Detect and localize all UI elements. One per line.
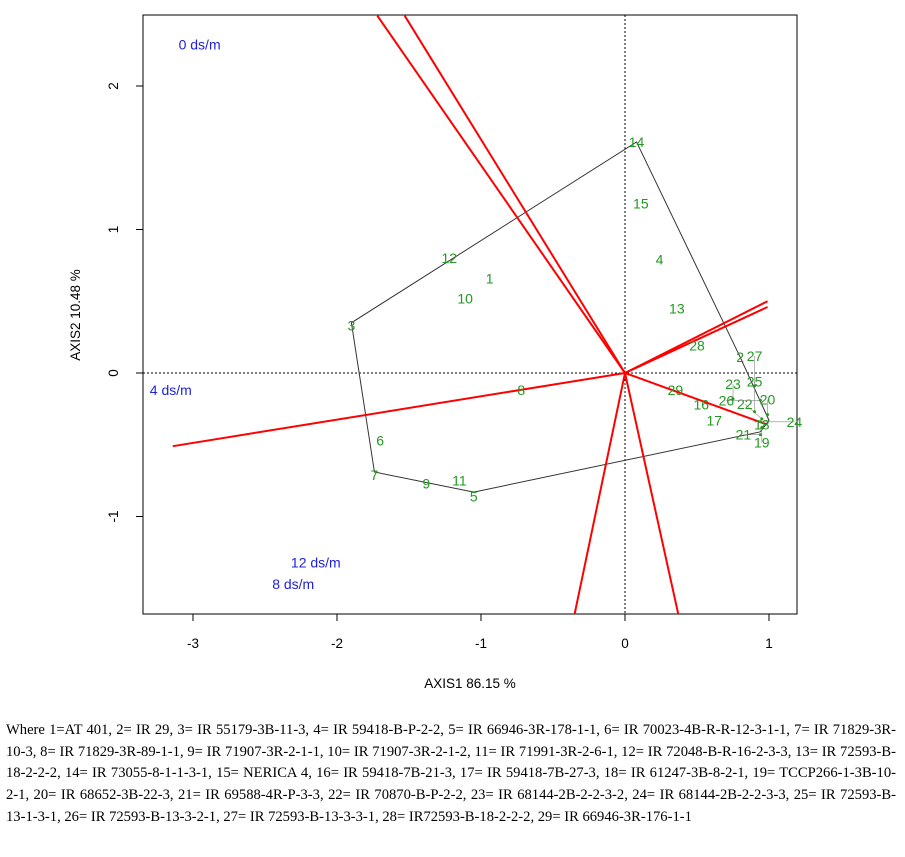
x-tick-label: 1 xyxy=(765,636,773,651)
environment-vector-0 xyxy=(376,15,626,374)
genotype-label: 4 xyxy=(656,252,664,268)
genotype-point xyxy=(760,426,764,430)
genotype-label: 12 xyxy=(442,250,458,266)
y-tick-label: 1 xyxy=(106,226,121,234)
genotype-point xyxy=(753,410,757,414)
environment-vector-7 xyxy=(624,372,680,614)
figure-caption: Where 1=AT 401, 2= IR 29, 3= IR 55179-3B… xyxy=(6,722,896,825)
genotype-label: 22 xyxy=(737,396,753,412)
environment-vector-5 xyxy=(624,372,768,426)
x-tick-label: -3 xyxy=(187,636,199,651)
genotype-label: 29 xyxy=(668,382,684,398)
genotype-label: 6 xyxy=(376,432,384,448)
genotype-label: 5 xyxy=(470,488,478,504)
x-axis-label: AXIS1 86.15 % xyxy=(424,676,516,691)
genotype-point xyxy=(758,433,762,437)
environment-label: 0 ds/m xyxy=(179,36,221,52)
genotype-label: 28 xyxy=(689,338,705,354)
genotype-label: 14 xyxy=(629,134,645,150)
y-axis-label: AXIS2 10.48 % xyxy=(68,269,83,361)
genotype-label: 17 xyxy=(706,412,722,428)
environment-vector-1 xyxy=(403,15,626,374)
genotype-label: 10 xyxy=(457,290,473,306)
genotype-label: 18 xyxy=(754,417,770,433)
environment-label: 4 ds/m xyxy=(150,382,192,398)
genotype-point xyxy=(758,398,762,402)
genotype-label: 27 xyxy=(747,348,763,364)
genotype-label: 20 xyxy=(760,392,776,408)
x-tick-label: -1 xyxy=(475,636,487,651)
genotype-label: 1 xyxy=(486,270,494,286)
gge-biplot: 0 ds/m4 ds/m8 ds/m12 ds/m123456789101112… xyxy=(68,14,803,691)
genotype-label: 3 xyxy=(348,318,356,334)
environment-label: 12 ds/m xyxy=(291,555,341,571)
genotype-label: 16 xyxy=(694,397,710,413)
genotype-label: 2 xyxy=(736,349,744,365)
genotype-label: 11 xyxy=(452,473,467,489)
genotype-label: 8 xyxy=(517,382,525,398)
y-tick-label: 0 xyxy=(106,369,121,377)
genotype-label: 15 xyxy=(633,196,649,212)
genotype-point xyxy=(758,420,762,424)
genotype-label: 7 xyxy=(371,467,379,483)
convex-hull xyxy=(350,141,770,493)
plot-frame xyxy=(142,14,798,615)
environment-label: 8 ds/m xyxy=(272,576,314,592)
genotype-label: 24 xyxy=(787,414,803,430)
environment-vector-2 xyxy=(172,372,626,448)
x-tick-label: -2 xyxy=(331,636,343,651)
genotype-point xyxy=(753,384,757,388)
genotype-label: 9 xyxy=(422,475,430,491)
x-tick-label: 0 xyxy=(621,636,629,651)
genotype-label: 13 xyxy=(669,300,685,316)
genotype-point xyxy=(760,417,764,421)
y-tick-label: 2 xyxy=(106,82,121,90)
genotype-label: 21 xyxy=(736,427,752,443)
genotype-label: 26 xyxy=(719,392,735,408)
genotype-label: 19 xyxy=(754,435,770,451)
genotype-point xyxy=(731,397,735,401)
environment-vector-6 xyxy=(573,372,626,614)
environment-vector-4 xyxy=(624,306,768,374)
genotype-label: 23 xyxy=(725,376,741,392)
genotype-point xyxy=(766,413,770,417)
y-tick-label: -1 xyxy=(106,510,121,522)
